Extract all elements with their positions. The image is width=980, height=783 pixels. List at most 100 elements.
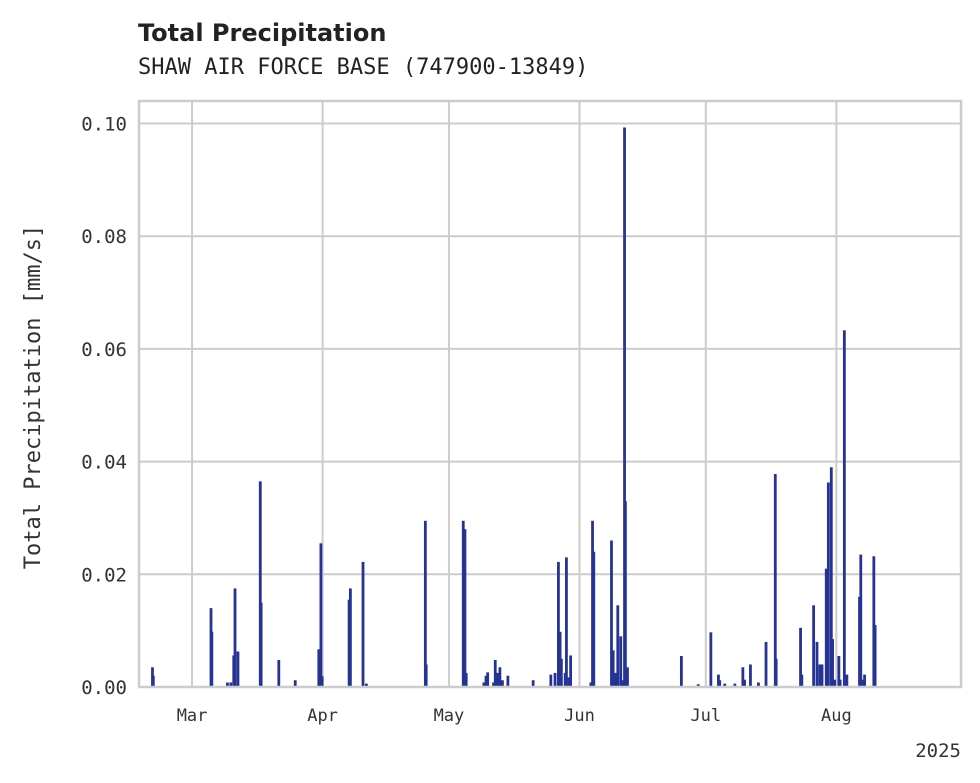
precip-bar xyxy=(872,556,876,687)
x-tick-label: Apr xyxy=(307,706,338,726)
x-tick-label: Mar xyxy=(177,706,208,726)
y-axis-label: Total Precipitation [mm/s] xyxy=(21,225,46,569)
precip-bar xyxy=(815,641,819,687)
precip-bar xyxy=(589,682,593,687)
chart-title: Total Precipitation xyxy=(138,19,386,47)
precip-bar xyxy=(348,588,352,687)
precip-bar xyxy=(831,639,834,687)
precip-bar xyxy=(364,683,368,687)
precip-bar xyxy=(829,467,833,687)
precip-bar xyxy=(229,682,233,687)
precip-bar xyxy=(498,667,502,687)
precip-bar xyxy=(764,641,768,687)
precip-bar xyxy=(863,674,866,687)
gridlines xyxy=(139,101,961,688)
precip-bar xyxy=(757,682,760,687)
precip-bar xyxy=(210,631,214,687)
precip-bar xyxy=(151,675,155,687)
precip-bar xyxy=(463,529,467,687)
precip-bar xyxy=(611,650,615,687)
precip-bar xyxy=(824,568,828,687)
precip-bar xyxy=(861,679,864,687)
y-tick-label: 0.08 xyxy=(81,226,127,248)
precip-bar xyxy=(709,632,713,687)
precip-bar xyxy=(818,664,822,687)
precip-bar xyxy=(837,656,841,687)
precip-bar xyxy=(723,683,727,687)
x-tick-label: Jul xyxy=(690,706,721,726)
precip-bar xyxy=(749,664,752,687)
precip-bar xyxy=(774,658,778,687)
precip-bar xyxy=(621,680,625,687)
precip-bar xyxy=(616,605,620,687)
x-tick-label: Aug xyxy=(821,706,852,726)
x-tick-labels: Mar Apr May Jun Jul Aug xyxy=(177,706,852,726)
precip-bar xyxy=(565,557,568,687)
precip-bar xyxy=(484,675,488,687)
plot-frame xyxy=(137,99,963,689)
precip-bar xyxy=(842,330,846,687)
precip-bar xyxy=(859,554,863,687)
precip-bar xyxy=(482,682,486,687)
precip-bar xyxy=(424,664,428,687)
precip-bar xyxy=(553,672,557,687)
x-tick-label: May xyxy=(434,706,465,726)
y-tick-label: 0.00 xyxy=(81,677,127,699)
precip-bar xyxy=(486,672,490,687)
precip-bar xyxy=(845,674,849,687)
precip-bar xyxy=(492,682,495,687)
precip-bar xyxy=(800,674,804,687)
precip-bar xyxy=(293,680,297,687)
precip-bar xyxy=(826,482,830,687)
precip-bar xyxy=(461,520,465,687)
precip-bar xyxy=(226,682,229,687)
precip-bar xyxy=(319,543,323,687)
precip-bar xyxy=(569,655,573,687)
precip-bar xyxy=(799,627,802,687)
precip-bar xyxy=(833,679,837,687)
y-tick-label: 0.10 xyxy=(81,114,127,136)
precip-bar xyxy=(317,649,321,687)
precip-bar xyxy=(743,679,746,687)
precip-bar xyxy=(493,659,497,687)
precip-bar xyxy=(495,672,499,687)
precip-bar xyxy=(557,561,560,687)
chart-subtitle: SHAW AIR FORCE BASE (747900-13849) xyxy=(138,55,588,80)
precip-bar xyxy=(361,561,365,687)
precip-bar xyxy=(623,127,626,688)
precip-bar xyxy=(277,659,281,687)
precip-bar xyxy=(741,667,745,687)
precip-bar xyxy=(679,656,683,687)
y-tick-label: 0.04 xyxy=(81,452,127,474)
precip-bar xyxy=(501,680,504,687)
precip-bar xyxy=(559,658,563,687)
precip-bar xyxy=(838,679,842,687)
y-tick-label: 0.02 xyxy=(81,564,127,586)
precip-bar xyxy=(733,683,737,687)
precip-bar xyxy=(619,636,623,687)
precip-bar xyxy=(423,520,427,687)
precip-bar xyxy=(718,680,722,687)
precip-bar xyxy=(592,551,596,687)
precip-bar xyxy=(258,481,262,687)
x-tick-label: Jun xyxy=(564,706,595,726)
precip-bar xyxy=(773,474,777,687)
precip-bar xyxy=(873,625,877,687)
precip-bar xyxy=(614,672,618,687)
precip-bar xyxy=(626,667,629,687)
precip-bar xyxy=(236,651,240,687)
precip-bar xyxy=(464,672,468,687)
precip-bar xyxy=(610,540,613,687)
y-tick-label: 0.06 xyxy=(81,339,127,361)
precip-bar xyxy=(233,588,237,687)
year-label: 2025 xyxy=(915,740,961,762)
precip-bar xyxy=(259,602,263,687)
precip-bar xyxy=(549,674,553,687)
precip-bar xyxy=(623,501,627,687)
precip-bar xyxy=(320,676,324,687)
precip-bar xyxy=(696,684,700,687)
precip-bar xyxy=(531,680,535,687)
precip-bar xyxy=(812,605,816,687)
precip-bar xyxy=(506,675,510,687)
y-tick-labels: 0.00 0.02 0.04 0.06 0.08 0.10 xyxy=(81,114,127,699)
